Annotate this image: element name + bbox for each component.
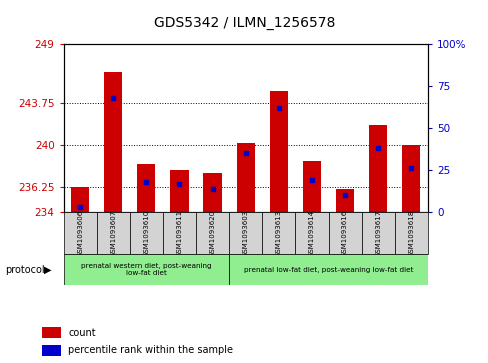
Text: prenatal western diet, post-weaning
low-fat diet: prenatal western diet, post-weaning low-… xyxy=(81,263,211,276)
Bar xyxy=(328,212,361,254)
Bar xyxy=(262,212,295,254)
Text: GDS5342 / ILMN_1256578: GDS5342 / ILMN_1256578 xyxy=(154,16,334,30)
Text: GSM1093616: GSM1093616 xyxy=(342,209,347,257)
Bar xyxy=(71,187,89,212)
Bar xyxy=(196,212,229,254)
Bar xyxy=(368,125,386,212)
Bar xyxy=(63,254,229,285)
Text: GSM1093611: GSM1093611 xyxy=(176,209,182,257)
Text: GSM1093614: GSM1093614 xyxy=(308,210,314,257)
Bar xyxy=(97,212,129,254)
Bar xyxy=(129,212,163,254)
Bar xyxy=(236,143,254,212)
Text: prenatal low-fat diet, post-weaning low-fat diet: prenatal low-fat diet, post-weaning low-… xyxy=(244,266,412,273)
Bar xyxy=(203,173,221,212)
Text: protocol: protocol xyxy=(5,265,44,274)
Bar xyxy=(163,212,196,254)
Bar xyxy=(42,327,61,338)
Text: GSM1093607: GSM1093607 xyxy=(110,209,116,257)
Text: ▶: ▶ xyxy=(44,265,52,274)
Bar xyxy=(295,212,328,254)
Bar xyxy=(229,212,262,254)
Text: GSM1093613: GSM1093613 xyxy=(275,209,281,257)
Bar xyxy=(302,160,321,212)
Text: GSM1093610: GSM1093610 xyxy=(143,209,149,257)
Text: GSM1093620: GSM1093620 xyxy=(209,210,215,257)
Bar xyxy=(335,189,353,212)
Text: GSM1093606: GSM1093606 xyxy=(77,209,83,257)
Bar xyxy=(137,164,155,212)
Bar xyxy=(361,212,394,254)
Text: percentile rank within the sample: percentile rank within the sample xyxy=(68,345,233,355)
Text: GSM1093603: GSM1093603 xyxy=(242,209,248,257)
Bar xyxy=(402,145,420,212)
Text: GSM1093617: GSM1093617 xyxy=(374,209,381,257)
Text: GSM1093618: GSM1093618 xyxy=(407,209,413,257)
Bar xyxy=(42,345,61,356)
Bar xyxy=(394,212,427,254)
Bar xyxy=(170,170,188,212)
Bar xyxy=(104,72,122,212)
Bar xyxy=(269,91,287,212)
Bar xyxy=(63,212,97,254)
Text: count: count xyxy=(68,328,96,338)
Bar xyxy=(229,254,427,285)
